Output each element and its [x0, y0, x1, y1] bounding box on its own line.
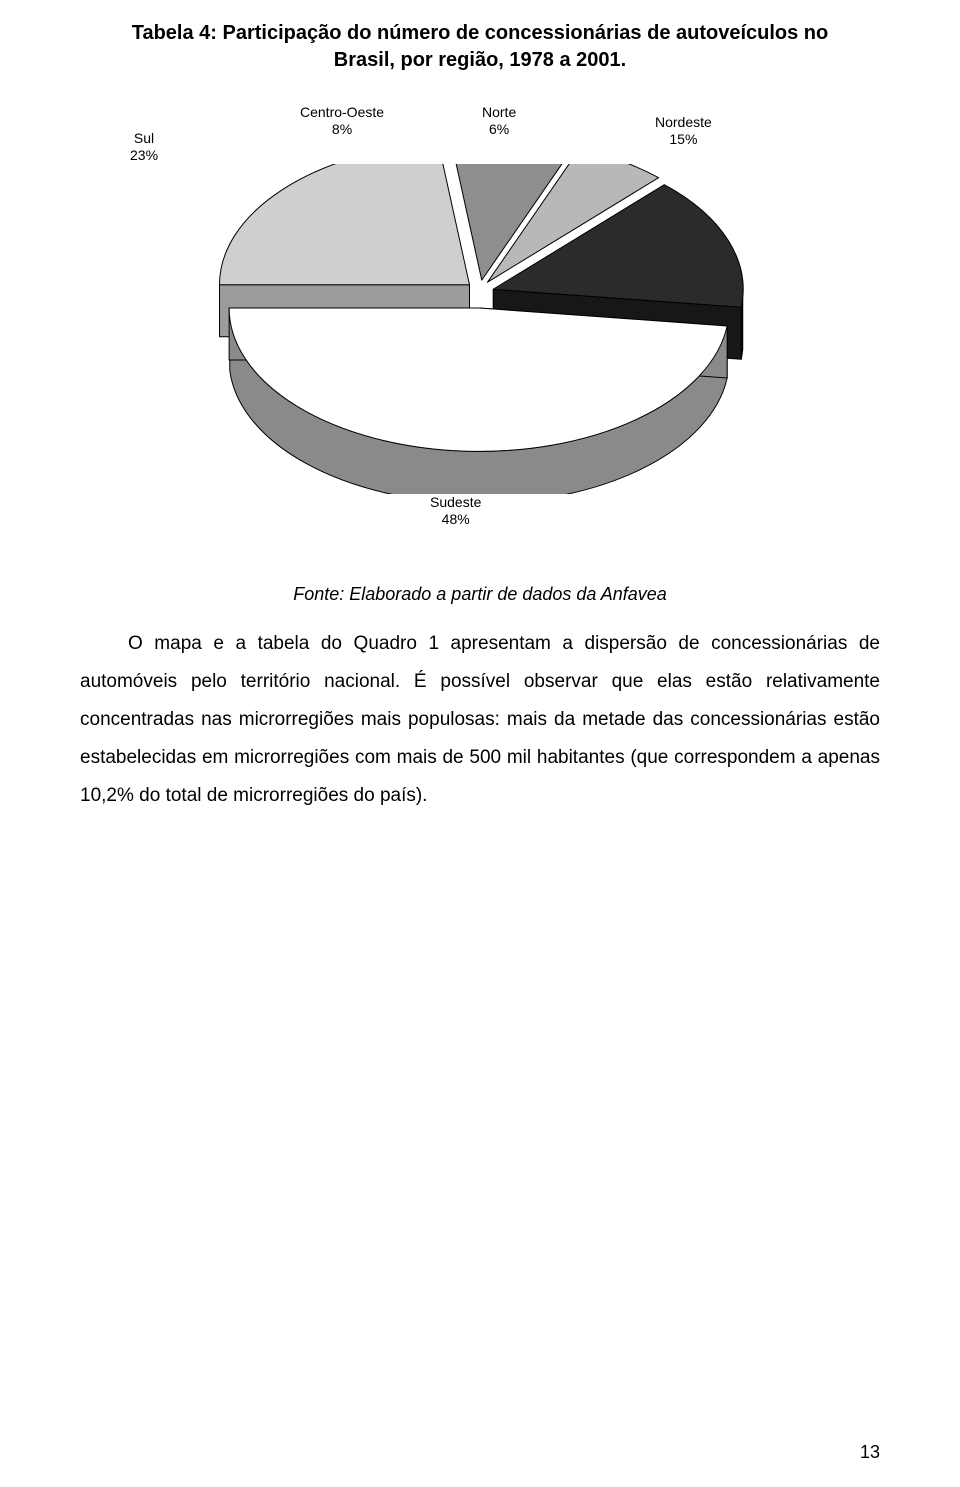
pie-label-norte: Norte 6% [482, 104, 516, 138]
pie-chart: Sul 23% Centro-Oeste 8% Norte 6% Nordest… [100, 104, 860, 544]
pie-labels-top: Sul 23% Centro-Oeste 8% Norte 6% Nordest… [100, 104, 860, 164]
title-line-1: Tabela 4: Participação do número de conc… [132, 22, 829, 44]
pie-label-centro-oeste: Centro-Oeste 8% [300, 104, 384, 138]
body-text: O mapa e a tabela do Quadro 1 apresentam… [80, 625, 880, 815]
pie-label-value: 48% [442, 511, 470, 527]
pie-label-name: Norte [482, 104, 516, 120]
body-paragraph: O mapa e a tabela do Quadro 1 apresentam… [80, 625, 880, 815]
pie-label-name: Sudeste [430, 494, 481, 510]
pie-label-nordeste: Nordeste 15% [655, 114, 712, 148]
source-line: Fonte: Elaborado a partir de dados da An… [80, 584, 880, 605]
pie-label-name: Nordeste [655, 114, 712, 130]
table-title: Tabela 4: Participação do número de conc… [80, 20, 880, 74]
pie-label-sul: Sul 23% [130, 130, 158, 164]
pie-chart-svg [130, 164, 830, 494]
page: Tabela 4: Participação do número de conc… [0, 0, 960, 1487]
pie-label-sudeste: Sudeste 48% [430, 494, 481, 528]
title-line-2: Brasil, por região, 1978 a 2001. [334, 49, 626, 71]
pie-label-value: 15% [669, 131, 697, 147]
pie-label-value: 6% [489, 121, 509, 137]
page-number: 13 [860, 1442, 880, 1463]
pie-label-name: Sul [134, 130, 154, 146]
pie-label-value: 23% [130, 147, 158, 163]
pie-label-name: Centro-Oeste [300, 104, 384, 120]
pie-labels-bottom: Sudeste 48% [100, 494, 860, 544]
pie-label-value: 8% [332, 121, 352, 137]
